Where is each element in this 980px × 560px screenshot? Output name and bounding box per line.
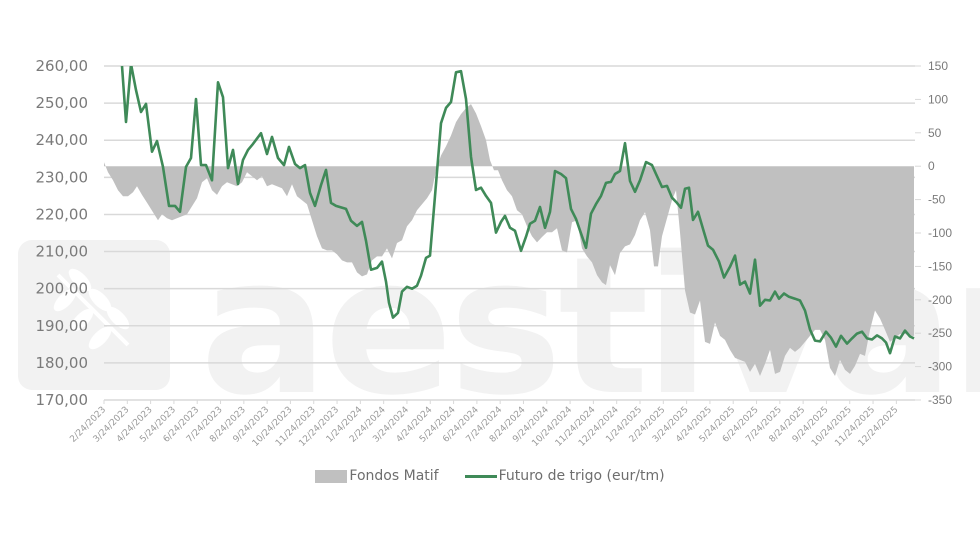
- left-axis-tick-label: 250,00: [36, 94, 89, 112]
- legend-item-futuro-trigo[interactable]: Futuro de trigo (eur/tm): [464, 468, 665, 484]
- right-axis-ticks: 150 100 50 0 -50 -100 -150 -200 -250 -300 -350: [928, 59, 952, 407]
- futuro-trigo-line: [120, 66, 915, 355]
- right-axis-tick-label: 0: [928, 159, 935, 173]
- wheat-icon: [53, 268, 130, 350]
- left-axis-tick-label: 170,00: [36, 391, 89, 409]
- legend-item-fondos-matif[interactable]: Fondos Matif: [315, 468, 439, 484]
- legend-label: Futuro de trigo (eur/tm): [498, 468, 665, 484]
- left-axis-tick-label: 260,00: [36, 57, 89, 75]
- left-axis-tick-label: 220,00: [36, 205, 89, 223]
- legend: Fondos Matif Futuro de trigo (eur/tm): [0, 468, 980, 484]
- right-axis-tick-label: -250: [928, 326, 952, 340]
- right-axis-tick-label: 100: [928, 92, 948, 106]
- line-swatch-icon: [464, 474, 497, 478]
- right-axis-tick-label: -300: [928, 360, 952, 374]
- right-axis-tick-label: -50: [928, 193, 946, 207]
- left-axis-tick-label: 210,00: [36, 243, 89, 261]
- left-axis-ticks: 260,00 250,00 240,00 230,00 220,00 210,00 200,…: [36, 57, 89, 409]
- left-axis-tick-label: 200,00: [36, 280, 89, 298]
- right-axis-tick-label: -350: [928, 393, 952, 407]
- right-axis-tick-label: -200: [928, 293, 952, 307]
- left-axis-tick-label: 180,00: [36, 354, 89, 372]
- legend-label: Fondos Matif: [349, 468, 439, 484]
- right-axis-tick-label: -100: [928, 226, 952, 240]
- left-axis-tick-label: 230,00: [36, 168, 89, 186]
- right-axis-tick-label: 150: [928, 59, 948, 73]
- right-axis-tick-label: 50: [928, 126, 942, 140]
- left-axis-tick-label: 190,00: [36, 317, 89, 335]
- left-axis-tick-label: 240,00: [36, 131, 89, 149]
- right-axis-tick-label: -150: [928, 259, 952, 273]
- area-swatch-icon: [315, 469, 348, 483]
